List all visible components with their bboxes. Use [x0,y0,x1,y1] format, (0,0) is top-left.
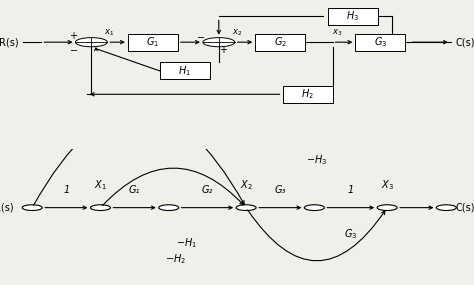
Circle shape [75,38,107,47]
Text: +: + [219,45,228,55]
Text: $X_1$: $X_1$ [94,178,107,192]
FancyBboxPatch shape [128,34,178,51]
Text: $-$: $-$ [196,31,205,41]
Text: $x_3$: $x_3$ [332,28,342,38]
Text: $-H_3$: $-H_3$ [306,153,327,167]
Circle shape [377,205,397,211]
FancyBboxPatch shape [328,8,378,25]
Text: $-H_1$: $-H_1$ [176,236,198,250]
Text: $H_2$: $H_2$ [301,87,314,101]
Circle shape [91,205,110,211]
Text: R(s): R(s) [0,203,14,213]
FancyArrowPatch shape [247,210,385,261]
Circle shape [236,205,256,211]
Text: R(s): R(s) [0,37,18,47]
FancyBboxPatch shape [283,86,333,103]
Text: $H_1$: $H_1$ [178,64,191,78]
Text: $H_3$: $H_3$ [346,9,360,23]
Text: $G_3$: $G_3$ [374,35,387,49]
Text: $X_2$: $X_2$ [240,178,253,192]
Circle shape [159,205,179,211]
Text: G₂: G₂ [202,185,213,195]
FancyBboxPatch shape [160,62,210,79]
Circle shape [436,205,456,211]
Circle shape [22,205,42,211]
Text: $x_2$: $x_2$ [232,28,242,38]
Text: +: + [69,31,77,41]
Text: 1: 1 [63,185,70,195]
Text: $G_2$: $G_2$ [273,35,287,49]
Circle shape [203,38,235,47]
Text: $G_1$: $G_1$ [146,35,159,49]
Text: $X_3$: $X_3$ [381,178,393,192]
Text: C(s): C(s) [456,37,474,47]
Text: G₁: G₁ [129,185,140,195]
Text: C(s): C(s) [456,203,474,213]
FancyArrowPatch shape [102,168,243,205]
FancyBboxPatch shape [356,34,405,51]
FancyArrowPatch shape [34,111,244,205]
Text: $G_3$: $G_3$ [344,227,357,241]
FancyBboxPatch shape [255,34,305,51]
Text: $-H_2$: $-H_2$ [165,252,186,266]
Text: $-$: $-$ [69,44,78,54]
Circle shape [304,205,324,211]
Text: $x_1$: $x_1$ [104,28,115,38]
Text: G₃: G₃ [274,185,286,195]
Text: 1: 1 [347,185,354,195]
